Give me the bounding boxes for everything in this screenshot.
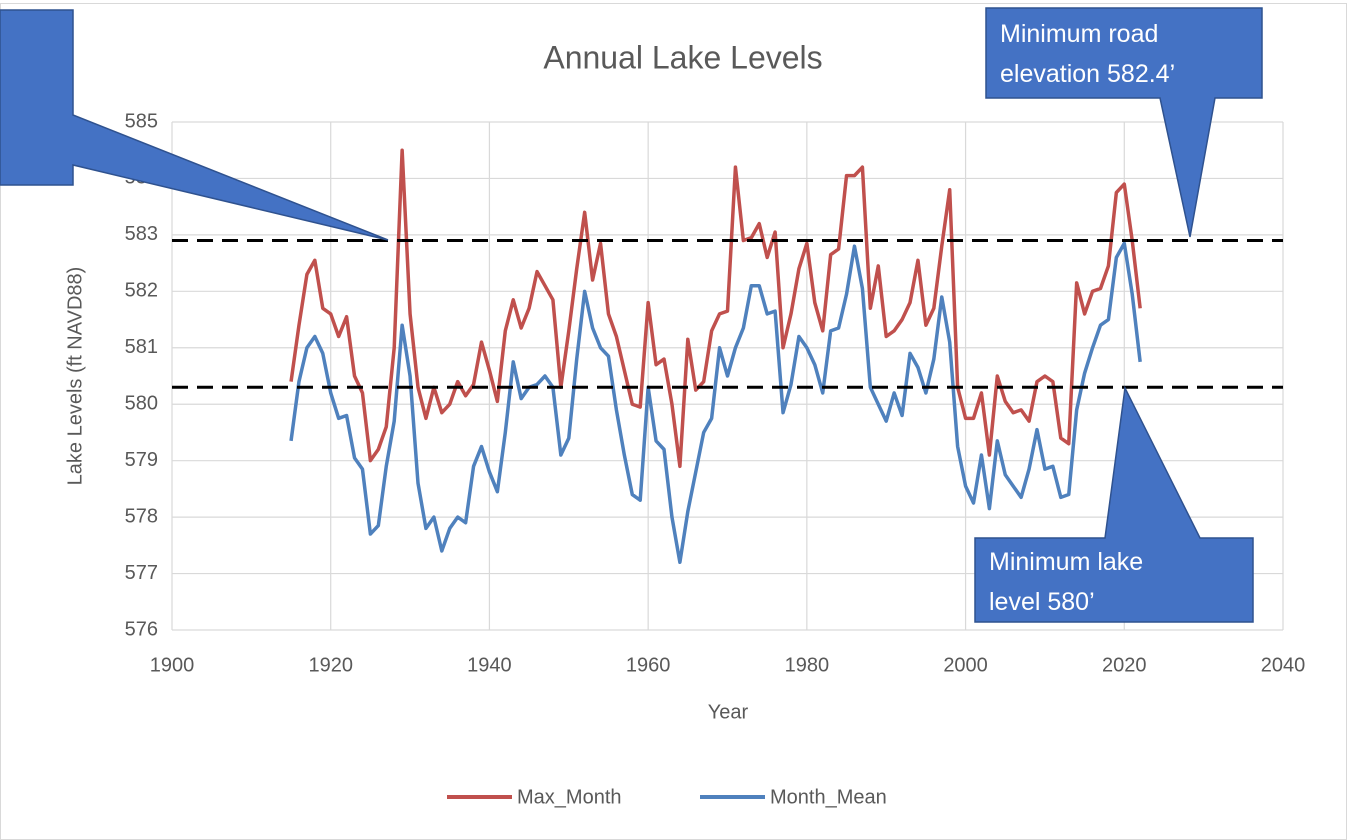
y-tick-label: 582 [125, 280, 158, 302]
plot-area: 5765775785795805815825835845851900192019… [125, 110, 1306, 808]
x-tick-label: 1960 [626, 654, 671, 676]
y-tick-label: 583 [125, 223, 158, 245]
x-tick-label: 1940 [467, 654, 512, 676]
callouts: Minimum road elevation 582.4’ Minimum la… [0, 7, 1263, 623]
y-axis-label: Lake Levels (ft NAVD88) [64, 267, 86, 486]
x-tick-label: 2040 [1261, 654, 1306, 676]
x-axis-label: Year [708, 701, 749, 723]
callout-lake [974, 385, 1254, 623]
callout-road [985, 7, 1263, 238]
y-tick-label: 577 [125, 562, 158, 584]
x-tick-label: 1980 [785, 654, 830, 676]
callout-left [0, 9, 389, 241]
callout-text: elevation 582.4’ [1000, 60, 1175, 88]
x-tick-label: 2000 [943, 654, 988, 676]
legend-label: Month_Mean [770, 786, 887, 808]
x-tick-label: 2020 [1102, 654, 1147, 676]
y-tick-label: 581 [125, 336, 158, 358]
y-tick-label: 580 [125, 393, 158, 415]
chart-title: Annual Lake Levels [543, 39, 822, 75]
y-tick-label: 576 [125, 618, 158, 640]
y-tick-label: 579 [125, 449, 158, 471]
x-tick-label: 1920 [308, 654, 353, 676]
callout-text: level 580’ [989, 588, 1095, 616]
y-tick-label: 585 [125, 110, 158, 132]
callout-text: Minimum lake [989, 548, 1143, 576]
y-tick-label: 578 [125, 505, 158, 527]
data-line [289, 148, 1142, 469]
data-line [289, 241, 1142, 565]
legend-label: Max_Month [517, 786, 622, 808]
x-tick-label: 1900 [150, 654, 195, 676]
callout-text: Minimum road [1000, 20, 1158, 48]
